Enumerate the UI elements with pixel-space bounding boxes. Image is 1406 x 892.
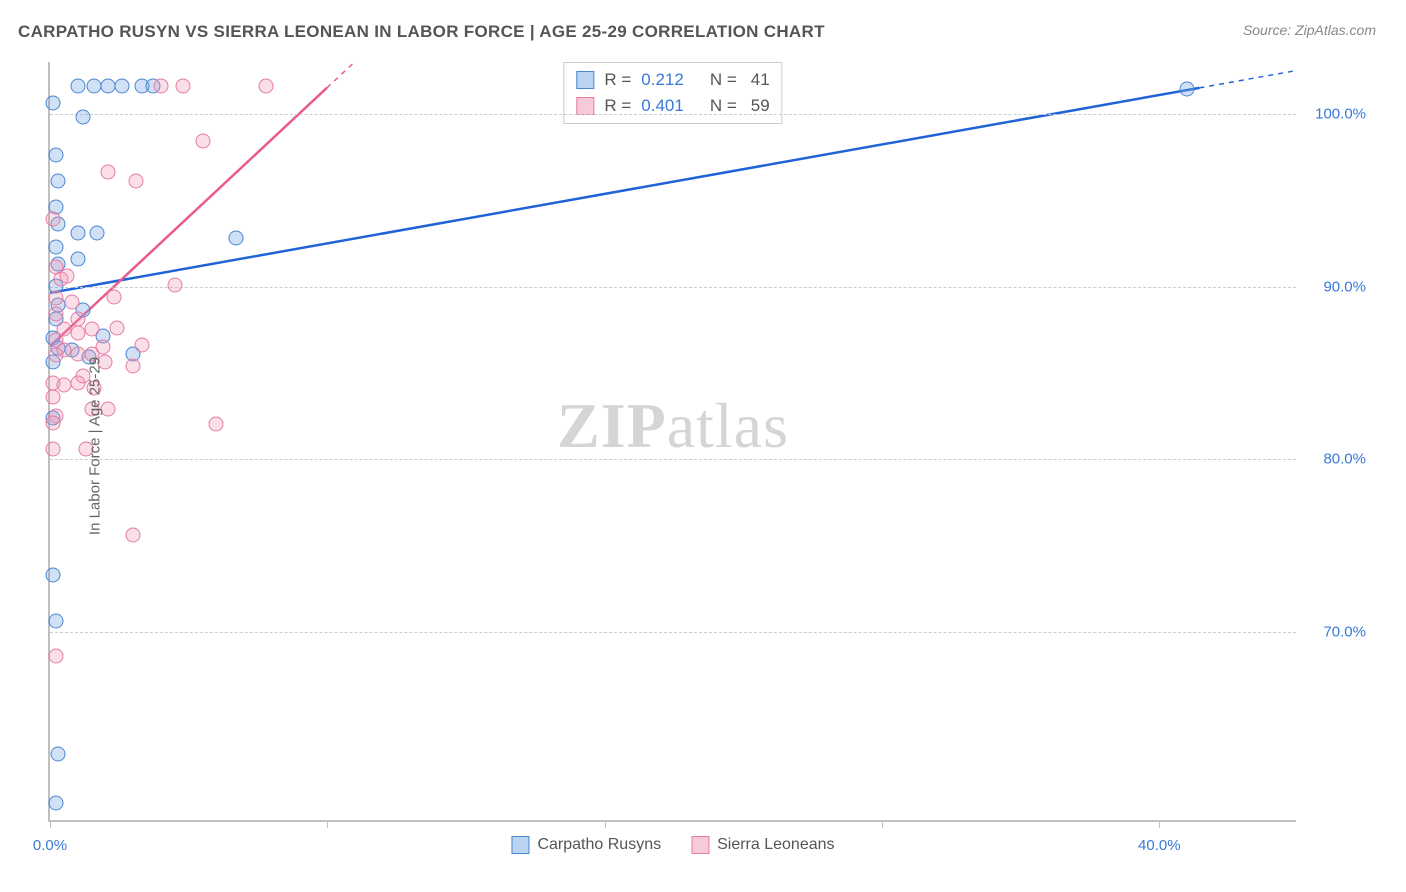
data-point xyxy=(259,78,274,93)
data-point xyxy=(209,417,224,432)
grid-line-h xyxy=(50,459,1296,460)
data-point xyxy=(76,110,91,125)
legend-series-label: Sierra Leoneans xyxy=(717,836,834,854)
data-point xyxy=(70,312,85,327)
x-tick-label: 40.0% xyxy=(1138,837,1181,854)
data-point xyxy=(228,230,243,245)
data-point xyxy=(45,415,60,430)
y-tick-label: 100.0% xyxy=(1306,105,1366,122)
data-point xyxy=(167,277,182,292)
legend-swatch-icon xyxy=(576,71,594,89)
watermark-zip: ZIP xyxy=(557,390,667,461)
y-tick-label: 80.0% xyxy=(1306,451,1366,468)
legend-swatch-icon xyxy=(691,836,709,854)
data-point xyxy=(48,291,63,306)
data-point xyxy=(45,96,60,111)
x-tick-label: 0.0% xyxy=(33,837,67,854)
grid-line-h xyxy=(50,114,1296,115)
legend-r-label: R = xyxy=(604,67,631,93)
data-point xyxy=(51,747,66,762)
legend-n-value: 41 xyxy=(751,67,770,93)
legend-swatch-icon xyxy=(511,836,529,854)
data-point xyxy=(48,795,63,810)
data-point xyxy=(90,225,105,240)
data-point xyxy=(56,343,71,358)
data-point xyxy=(45,441,60,456)
grid-line-h xyxy=(50,632,1296,633)
legend-row: R = 0.401 N = 59 xyxy=(576,93,769,119)
trend-lines-svg xyxy=(50,62,1296,820)
data-point xyxy=(70,325,85,340)
data-point xyxy=(48,148,63,163)
data-point xyxy=(48,239,63,254)
data-point xyxy=(115,78,130,93)
x-tick xyxy=(605,820,606,828)
data-point xyxy=(65,294,80,309)
watermark: ZIPatlas xyxy=(557,389,789,463)
legend-n-value: 59 xyxy=(751,93,770,119)
legend-r-value: 0.401 xyxy=(641,93,684,119)
legend-swatch-icon xyxy=(576,97,594,115)
data-point xyxy=(70,346,85,361)
chart-container: CARPATHO RUSYN VS SIERRA LEONEAN IN LABO… xyxy=(0,0,1406,892)
x-tick xyxy=(1159,820,1160,828)
data-point xyxy=(1180,82,1195,97)
data-point xyxy=(126,528,141,543)
data-point xyxy=(45,567,60,582)
data-point xyxy=(176,78,191,93)
data-point xyxy=(84,322,99,337)
data-point xyxy=(48,614,63,629)
data-point xyxy=(109,320,124,335)
data-point xyxy=(48,306,63,321)
x-tick xyxy=(50,820,51,828)
chart-title: CARPATHO RUSYN VS SIERRA LEONEAN IN LABO… xyxy=(18,22,825,42)
x-tick xyxy=(327,820,328,828)
data-point xyxy=(153,78,168,93)
legend-item: Carpatho Rusyns xyxy=(511,836,661,854)
data-point xyxy=(48,648,63,663)
data-point xyxy=(70,78,85,93)
data-point xyxy=(95,339,110,354)
legend-item: Sierra Leoneans xyxy=(691,836,834,854)
data-point xyxy=(134,338,149,353)
grid-line-h xyxy=(50,287,1296,288)
data-point xyxy=(128,173,143,188)
legend-n-label: N = xyxy=(710,67,737,93)
series-legend: Carpatho Rusyns Sierra Leoneans xyxy=(511,836,834,854)
y-axis-label: In Labor Force | Age 25-29 xyxy=(87,357,104,535)
legend-series-label: Carpatho Rusyns xyxy=(537,836,661,854)
source-label: Source: ZipAtlas.com xyxy=(1243,22,1376,38)
plot-area: ZIPatlas R =0.212N =41R =0.401N =59 Carp… xyxy=(48,62,1296,822)
data-point xyxy=(106,289,121,304)
legend-r-value: 0.212 xyxy=(641,67,684,93)
data-point xyxy=(195,134,210,149)
data-point xyxy=(87,78,102,93)
y-tick-label: 90.0% xyxy=(1306,278,1366,295)
data-point xyxy=(45,211,60,226)
legend-n-label: N = xyxy=(710,93,737,119)
legend-row: R = 0.212 N = 41 xyxy=(576,67,769,93)
data-point xyxy=(56,377,71,392)
legend-r-label: R = xyxy=(604,93,631,119)
data-point xyxy=(45,389,60,404)
data-point xyxy=(126,358,141,373)
data-point xyxy=(101,78,116,93)
data-point xyxy=(51,173,66,188)
data-point xyxy=(59,268,74,283)
x-tick xyxy=(882,820,883,828)
data-point xyxy=(70,225,85,240)
y-tick-label: 70.0% xyxy=(1306,624,1366,641)
data-point xyxy=(101,165,116,180)
data-point xyxy=(70,251,85,266)
watermark-atlas: atlas xyxy=(667,390,789,461)
